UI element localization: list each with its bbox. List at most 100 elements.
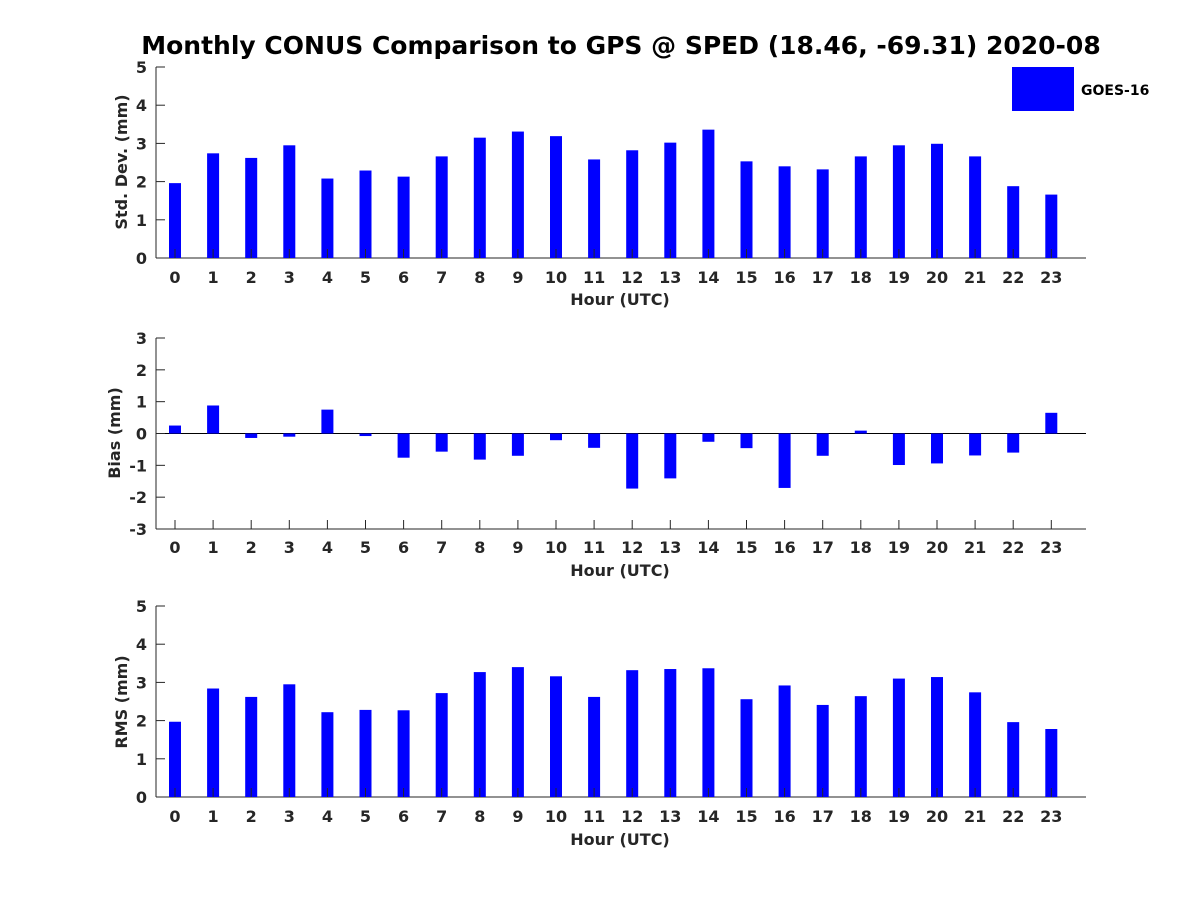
x-tick-label: 11 [583,538,605,557]
bar [245,157,258,258]
bar [207,688,220,797]
y-tick-label: 2 [136,712,147,731]
y-tick-label: 5 [136,597,147,616]
bar [435,693,448,797]
bar [321,409,334,434]
x-tick-label: 2 [246,538,257,557]
bar [283,433,296,437]
bar [359,170,372,258]
x-tick-label: 7 [436,268,447,287]
bar [969,156,982,258]
bar [664,142,677,258]
bar [892,433,905,466]
bar [740,433,753,449]
x-tick-label: 12 [621,268,643,287]
x-tick-label: 21 [964,807,986,826]
bar [740,161,753,258]
x-tick-label: 20 [926,538,948,557]
x-tick-label: 5 [360,807,371,826]
bar [664,433,677,479]
bar [816,169,829,258]
y-tick-label: 3 [136,673,147,692]
x-tick-label: 18 [850,538,872,557]
bar [931,677,943,797]
x-tick-label: 23 [1040,807,1062,826]
bar [207,153,220,258]
y-tick-label: -1 [129,456,147,475]
x-tick-label: 8 [474,538,485,557]
legend: GOES-16 [1012,67,1149,111]
x-tick-label: 18 [850,268,872,287]
bar [854,430,867,434]
bar [473,672,486,797]
bar [435,156,448,258]
x-tick-label: 17 [812,538,834,557]
bar [245,433,258,438]
y-tick-label: 2 [136,361,147,380]
x-tick-label: 19 [888,268,910,287]
bar [626,433,639,489]
x-tick-label: 11 [583,807,605,826]
y-tick-label: 5 [136,58,147,77]
bar [1045,412,1058,434]
x-tick-label: 3 [284,807,295,826]
x-tick-label: 10 [545,268,567,287]
bar [892,678,905,797]
x-tick-label: 6 [398,807,409,826]
bar [550,136,562,258]
x-tick-label: 0 [169,538,180,557]
bar [702,433,715,442]
x-tick-label: 8 [474,807,485,826]
y-tick-label: 0 [136,788,147,807]
x-tick-label: 17 [812,268,834,287]
bar [283,684,296,797]
y-tick-label: 0 [136,425,147,444]
x-tick-label: 9 [512,807,523,826]
legend-swatch [1012,67,1074,111]
bar [778,166,791,258]
bar [816,433,829,456]
x-tick-label: 9 [512,538,523,557]
x-tick-label: 15 [735,807,757,826]
x-tick-label: 5 [360,538,371,557]
x-tick-label: 21 [964,268,986,287]
y-tick-label: 2 [136,173,147,192]
y-tick-label: 4 [136,96,147,115]
bar [511,131,524,258]
x-tick-label: 14 [697,538,719,557]
bar [1045,729,1058,797]
x-tick-label: 0 [169,807,180,826]
x-tick-label: 21 [964,538,986,557]
bar [169,183,181,258]
bar [664,669,677,797]
x-tick-label: 2 [246,268,257,287]
x-tick-label: 20 [926,268,948,287]
bar [169,721,181,797]
bar [245,696,258,797]
y-tick-label: -2 [129,488,147,507]
x-tick-label: 13 [659,268,681,287]
bar [588,159,601,258]
x-tick-label: 10 [545,538,567,557]
x-tick-label: 7 [436,538,447,557]
x-tick-label: 12 [621,538,643,557]
bar [854,696,867,797]
bar [169,425,181,434]
x-tick-label: 0 [169,268,180,287]
x-tick-label: 15 [735,538,757,557]
bar [816,704,829,797]
x-tick-label: 19 [888,538,910,557]
legend-label: GOES-16 [1081,83,1149,99]
y-tick-label: 4 [136,635,147,654]
x-tick-label: 14 [697,807,719,826]
x-tick-label: 8 [474,268,485,287]
x-tick-label: 22 [1002,807,1024,826]
x-tick-label: 3 [284,538,295,557]
x-tick-label: 7 [436,807,447,826]
bar [1007,186,1020,258]
y-tick-label: 1 [136,393,147,412]
x-tick-label: 15 [735,268,757,287]
bar [969,692,982,797]
